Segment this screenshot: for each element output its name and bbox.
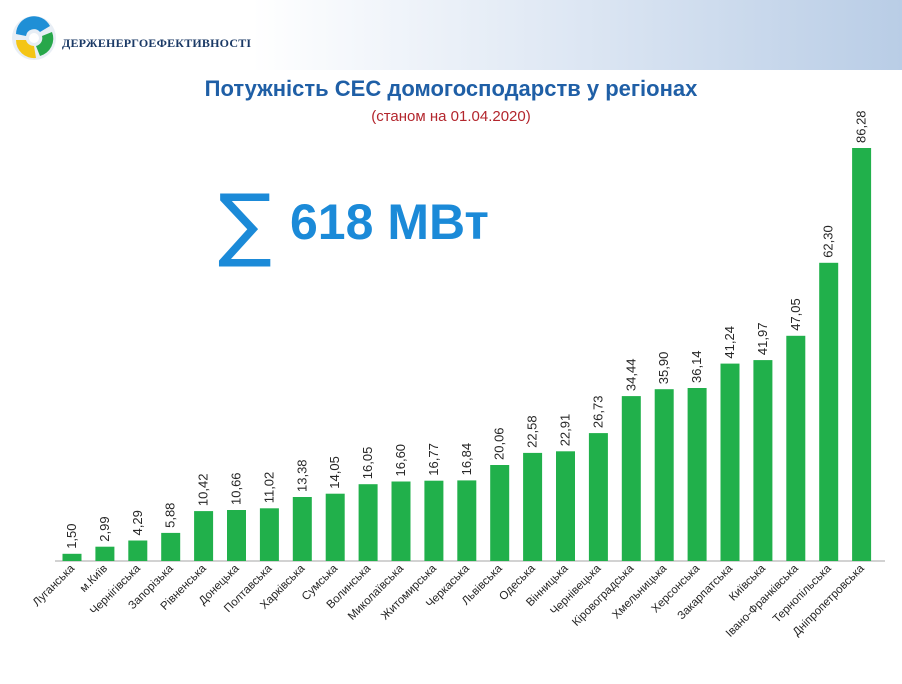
bar <box>720 363 740 561</box>
bar <box>161 532 181 561</box>
data-label: 16,60 <box>393 444 408 477</box>
data-label: 62,30 <box>821 225 836 258</box>
bar <box>523 452 543 561</box>
bar <box>292 497 312 561</box>
bar <box>490 465 510 561</box>
data-label: 16,77 <box>426 443 441 476</box>
x-tick-label: Луганська <box>31 562 78 609</box>
chart-subtitle: (станом на 01.04.2020) <box>371 108 531 125</box>
header-band <box>0 0 902 70</box>
data-label: 1,50 <box>64 523 79 548</box>
chart-title: Потужність СЕС домогосподарств у регіона… <box>204 76 698 101</box>
data-label: 20,06 <box>492 427 507 460</box>
data-label: 34,44 <box>623 359 638 392</box>
bar <box>654 389 674 561</box>
data-label: 10,66 <box>229 472 244 505</box>
data-label: 22,58 <box>525 415 540 448</box>
sum-icon: ∑ <box>218 177 272 270</box>
bar <box>95 546 115 561</box>
data-label: 2,99 <box>97 516 112 541</box>
bar <box>325 493 345 561</box>
data-label: 41,97 <box>755 323 770 356</box>
bar <box>457 480 477 561</box>
bar <box>687 388 707 561</box>
bar <box>194 511 214 561</box>
data-label: 5,88 <box>163 503 178 528</box>
data-label: 26,73 <box>590 396 605 429</box>
bar <box>227 510 246 561</box>
data-label: 13,38 <box>294 459 309 492</box>
bar <box>259 508 279 561</box>
bar <box>786 335 806 561</box>
data-label: 14,05 <box>327 456 342 489</box>
bar <box>588 433 608 561</box>
data-label: 36,14 <box>689 350 704 383</box>
data-label: 86,28 <box>854 110 869 143</box>
total-capacity: 618 МВт <box>290 194 489 250</box>
x-tick-label: м.Київ <box>78 563 110 595</box>
data-label: 41,24 <box>722 326 737 359</box>
bar <box>556 451 575 561</box>
bar <box>753 360 773 561</box>
data-label: 16,05 <box>360 447 375 480</box>
agency-logo-icon <box>12 16 56 60</box>
data-label: 11,02 <box>261 472 276 504</box>
bar <box>819 262 839 561</box>
data-label: 10,42 <box>196 474 211 507</box>
data-label: 22,91 <box>558 414 573 447</box>
org-name: ДЕРЖЕНЕРГОЕФЕКТИВНОСТІ <box>62 36 252 50</box>
data-label: 47,05 <box>788 298 803 331</box>
bar <box>358 484 378 561</box>
bar <box>391 481 411 561</box>
bar <box>852 148 872 561</box>
bar <box>62 553 82 561</box>
bar <box>128 540 148 561</box>
x-tick-label: Тернопільська <box>771 562 834 625</box>
data-label: 16,84 <box>459 443 474 476</box>
data-label: 35,90 <box>656 352 671 385</box>
bar <box>424 480 444 561</box>
bar <box>621 396 641 561</box>
data-label: 4,29 <box>130 510 145 535</box>
